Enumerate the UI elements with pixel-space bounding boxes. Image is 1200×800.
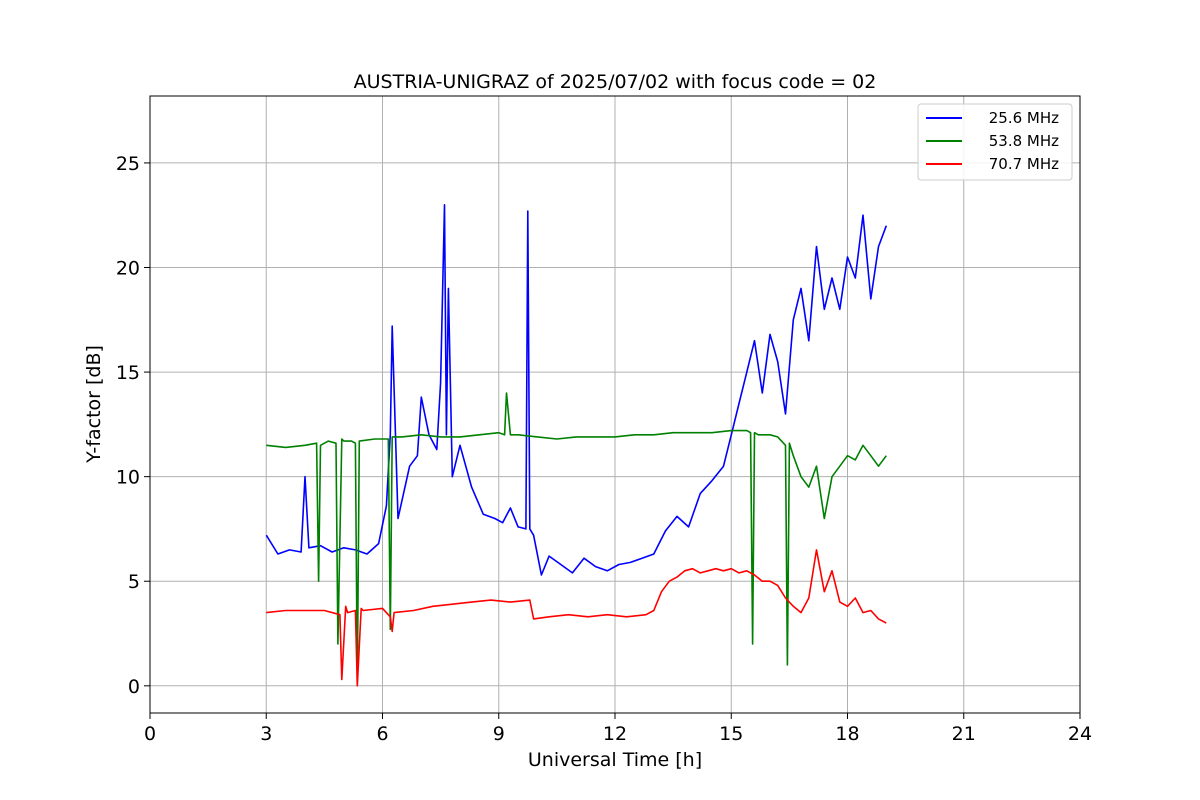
series-layer bbox=[265, 204, 888, 687]
y-tick-label: 0 bbox=[128, 676, 140, 698]
x-tick-label: 3 bbox=[260, 723, 272, 745]
x-tick-label: 0 bbox=[144, 723, 156, 745]
series-line-3 bbox=[266, 549, 887, 687]
series-line-2 bbox=[266, 392, 887, 685]
legend: 25.6 MHz 53.8 MHz 70.7 MHz bbox=[917, 103, 1073, 181]
y-tick-label: 20 bbox=[116, 258, 140, 280]
x-tick-label: 21 bbox=[952, 723, 976, 745]
x-tick-label: 24 bbox=[1068, 723, 1092, 745]
legend-box bbox=[917, 103, 1073, 181]
x-tick-label: 12 bbox=[603, 723, 627, 745]
y-tick-label: 25 bbox=[116, 153, 140, 175]
series-line-1 bbox=[265, 204, 888, 576]
x-tick-label: 18 bbox=[835, 723, 859, 745]
x-tick-label: 6 bbox=[376, 723, 388, 745]
y-tick-label: 5 bbox=[128, 571, 140, 593]
chart-title: AUSTRIA-UNIGRAZ of 2025/07/02 with focus… bbox=[354, 71, 877, 93]
x-tick-label: 15 bbox=[719, 723, 743, 745]
y-tick-label: 15 bbox=[116, 362, 140, 384]
legend-label-1: 25.6 MHz bbox=[989, 109, 1059, 127]
legend-label-3: 70.7 MHz bbox=[989, 155, 1059, 173]
y-axis-label: Y-factor [dB] bbox=[83, 345, 105, 464]
legend-label-2: 53.8 MHz bbox=[989, 132, 1059, 150]
x-axis-label: Universal Time [h] bbox=[528, 749, 702, 771]
ticks: 0 3 6 9 12 15 18 21 24 0 5 10 15 20 25 bbox=[116, 153, 1092, 745]
y-tick-label: 10 bbox=[116, 467, 140, 489]
x-tick-label: 9 bbox=[493, 723, 505, 745]
